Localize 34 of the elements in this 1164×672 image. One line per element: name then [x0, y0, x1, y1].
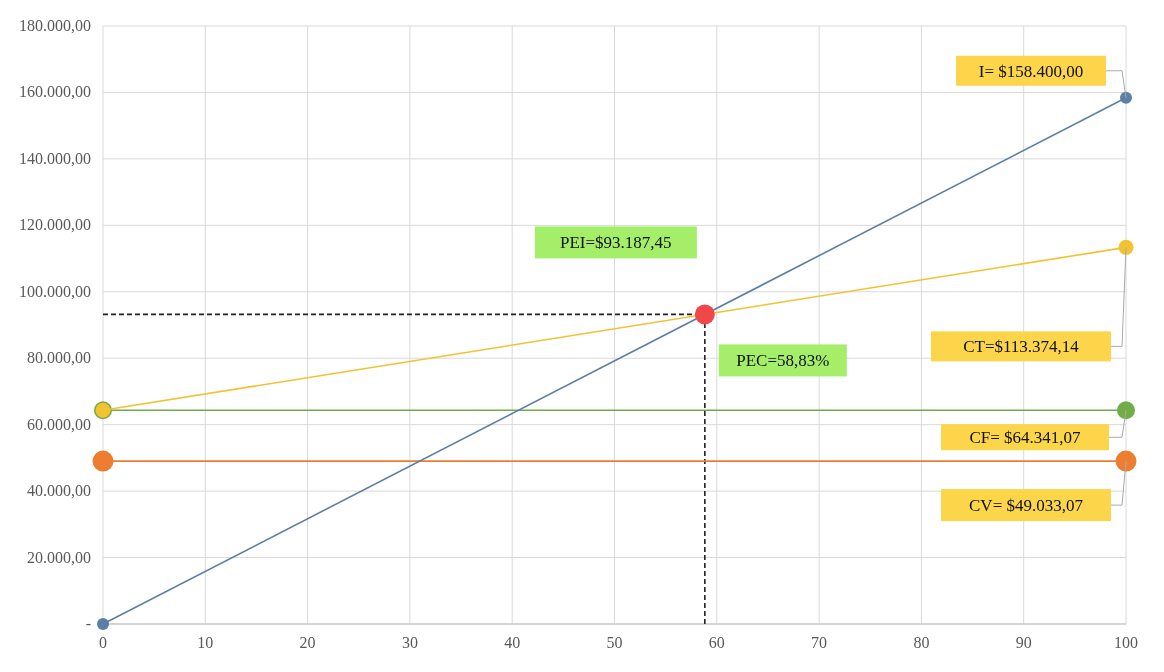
y-tick-label: 100.000,00: [19, 282, 91, 300]
y-tick-label: 40.000,00: [27, 482, 91, 500]
annotation: CF= $64.341,07: [969, 428, 1082, 448]
x-tick-label: 50: [606, 634, 623, 651]
x-tick-label: 90: [1015, 634, 1032, 651]
x-tick-label: 10: [197, 634, 214, 651]
point: [92, 450, 114, 472]
annotation: PEI=$93.187,45: [560, 233, 672, 253]
point: [1120, 91, 1132, 104]
annotation: CT=$113.374,14: [963, 337, 1080, 357]
x-tick-label: 80: [913, 634, 930, 651]
point: [1117, 401, 1135, 420]
y-tick-label: 20.000,00: [27, 548, 91, 566]
x-tick-label: 20: [299, 634, 316, 651]
x-tick-label: 30: [401, 634, 418, 651]
y-tick-label: 160.000,00: [19, 83, 91, 101]
x-tick-label: 40: [504, 634, 521, 651]
y-tick-label: 60.000,00: [27, 415, 91, 433]
point: [1115, 450, 1137, 472]
point: [1118, 239, 1134, 255]
y-tick-label: -: [85, 615, 91, 632]
annotation: CV= $49.033,07: [969, 496, 1084, 516]
x-tick-label: 60: [708, 634, 725, 651]
point: [97, 618, 109, 630]
x-tick-label: 100: [1114, 634, 1138, 651]
x-tick-label: 0: [99, 634, 107, 651]
y-tick-label: 120.000,00: [19, 216, 91, 234]
point: [694, 304, 715, 325]
x-tick-label: 70: [811, 634, 828, 651]
y-tick-label: 80.000,00: [27, 349, 91, 367]
annotation: I= $158.400,00: [978, 61, 1084, 81]
annotation: PEC=58,83%: [736, 351, 830, 371]
y-tick-label: 140.000,00: [19, 149, 91, 167]
y-tick-label: 180.000,00: [19, 17, 91, 34]
